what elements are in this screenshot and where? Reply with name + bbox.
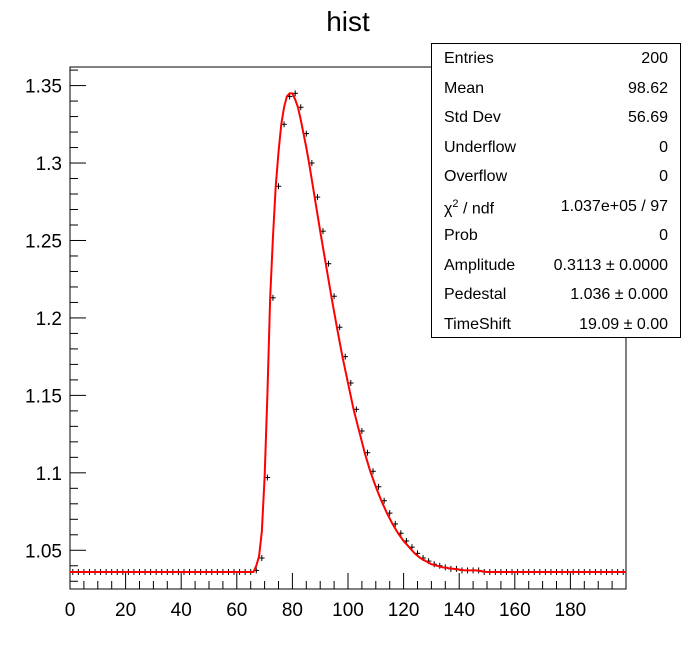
stat-row-pedestal: Pedestal 1.036 ± 0.000: [432, 280, 680, 309]
stat-row-std-dev: Std Dev 56.69: [432, 103, 680, 132]
y-tick-label: 1.25: [25, 231, 62, 252]
y-axis: 1.05 1.1 1.15 1.2 1.25 1.3 1.35: [25, 69, 86, 582]
stat-row-entries: Entries 200: [432, 44, 680, 73]
fit-curve: [70, 92, 626, 573]
stat-key: Std Dev: [444, 109, 501, 126]
stat-key: Underflow: [444, 138, 517, 156]
stat-key: Prob: [444, 227, 478, 244]
x-tick-label: 60: [226, 600, 247, 621]
x-tick-label: 0: [65, 600, 76, 621]
y-tick-label: 1.05: [25, 541, 62, 562]
chi-symbol: χ: [444, 199, 453, 217]
stat-value: 0: [659, 138, 668, 156]
stat-value: 98.62: [627, 79, 668, 97]
stat-value: 0: [659, 227, 668, 244]
stat-row-prob: Prob 0: [432, 221, 680, 250]
x-tick-label: 140: [443, 600, 475, 621]
stat-row-timeshift: TimeShift 19.09 ± 0.00: [432, 310, 680, 339]
stat-value: 56.69: [627, 109, 668, 126]
x-tick-label: 100: [332, 600, 364, 621]
stat-key: Overflow: [444, 168, 508, 185]
x-tick-label: 120: [388, 600, 420, 621]
y-tick-label: 1.35: [25, 77, 62, 98]
stat-row-chi2-ndf: χ2 / ndf 1.037e+05 / 97: [432, 192, 680, 221]
stat-row-mean: Mean 98.62: [432, 74, 680, 103]
stat-value: 0.3113 ± 0.0000: [553, 256, 668, 274]
y-tick-label: 1.2: [36, 309, 62, 330]
stat-key: Pedestal: [444, 286, 507, 303]
stat-row-overflow: Overflow 0: [432, 162, 680, 191]
x-tick-label: 40: [171, 600, 192, 621]
x-tick-label: 180: [555, 600, 587, 621]
fit-line: [70, 92, 626, 573]
stat-value: 200: [641, 50, 668, 67]
y-tick-label: 1.3: [36, 154, 62, 175]
x-tick-label: 20: [115, 600, 136, 621]
chart-title: hist: [326, 6, 370, 37]
stat-key: Amplitude: [444, 256, 516, 274]
y-tick-label: 1.1: [36, 464, 62, 485]
stat-value: 19.09 ± 0.00: [579, 315, 668, 333]
stat-key: Mean: [444, 79, 485, 97]
chi-tail: / ndf: [458, 199, 495, 217]
stat-row-underflow: Underflow 0: [432, 133, 680, 162]
stat-row-amplitude: Amplitude 0.3113 ± 0.0000: [432, 251, 680, 280]
stat-value: 1.036 ± 0.000: [570, 286, 668, 303]
x-tick-label: 80: [282, 600, 303, 621]
stat-value: 1.037e+05 / 97: [560, 197, 668, 215]
x-tick-label: 160: [499, 600, 531, 621]
stat-value: 0: [659, 168, 668, 185]
chi-exponent: 2: [452, 197, 459, 210]
y-tick-label: 1.15: [25, 386, 62, 407]
stat-key: Entries: [444, 50, 494, 67]
stat-key: χ2 / ndf: [444, 198, 494, 218]
x-axis: 0 20 40 60 80 100 120 140 160 180: [65, 573, 627, 621]
stat-key: TimeShift: [444, 315, 511, 333]
stats-box: Entries 200 Mean 98.62 Std Dev 56.69 Und…: [431, 43, 681, 338]
